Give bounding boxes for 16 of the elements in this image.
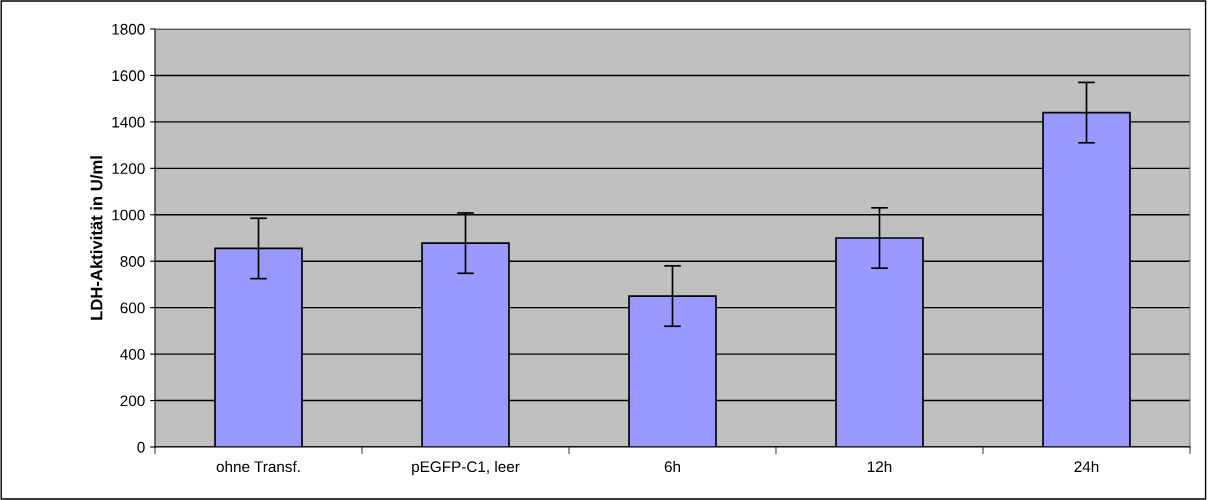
y-tick-label: 1800 — [112, 23, 145, 35]
y-tick-label: 200 — [120, 395, 145, 407]
x-tick-label: ohne Transf. — [216, 460, 300, 473]
y-tick-label: 800 — [120, 256, 145, 267]
y-tick-label: 600 — [120, 302, 145, 314]
y-tick-label: 0 — [137, 441, 145, 453]
x-tick-label: 12h — [867, 460, 892, 472]
y-tick-label: 1400 — [112, 116, 145, 128]
y-tick-label: 400 — [120, 348, 145, 360]
x-tick-label: 6h — [664, 460, 681, 473]
y-tick-label: 1600 — [112, 70, 145, 82]
y-axis-title: LDH-Aktivität in U/ml — [90, 156, 103, 320]
x-tick-label: 24h — [1074, 460, 1099, 472]
y-tick-label: 1200 — [112, 163, 145, 175]
y-tick-label: 1000 — [112, 209, 145, 221]
x-tick-label: pEGFP-C1, leer — [412, 460, 520, 476]
